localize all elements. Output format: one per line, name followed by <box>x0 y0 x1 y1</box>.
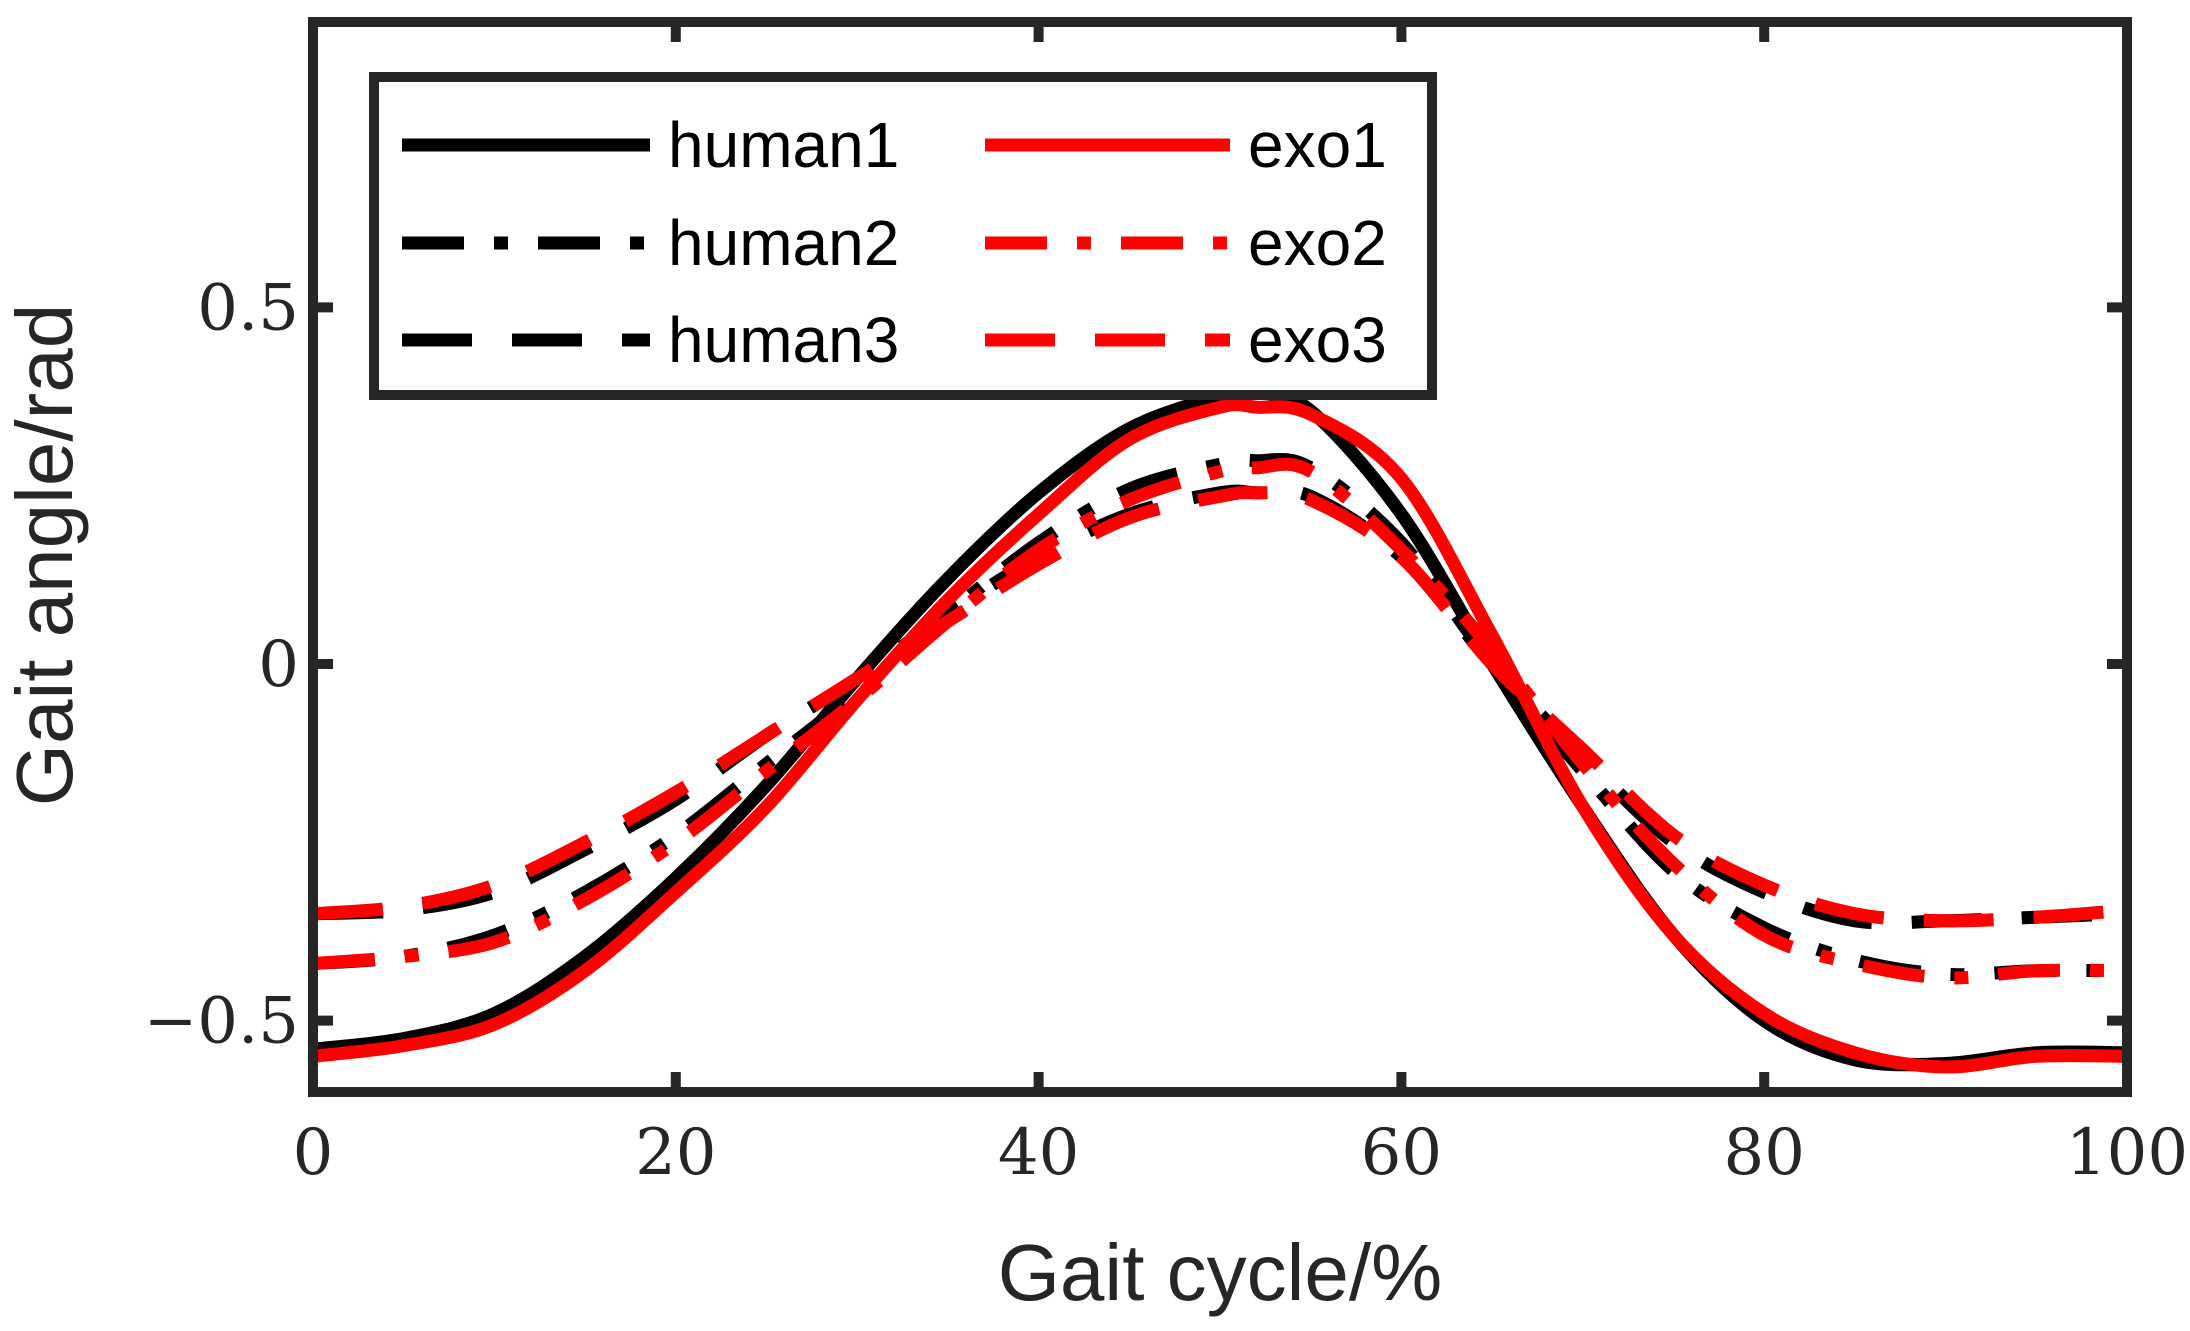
x-tick-label: 20 <box>635 1116 716 1190</box>
y-axis-title: Gait angle/rad <box>0 304 89 807</box>
x-tick-label: 0 <box>293 1116 334 1190</box>
x-tick-label: 60 <box>1361 1116 1442 1190</box>
series-layer <box>312 384 2128 1074</box>
x-tick-label: 40 <box>998 1116 1079 1190</box>
series-line-human3 <box>312 484 2128 930</box>
x-axis-title: Gait cycle/% <box>998 1228 1443 1317</box>
tick-labels: 0 20 40 60 80 100 −0.5 0 0.5 <box>144 271 2188 1190</box>
legend-items: human1 human2 human3 exo1 exo2 exo3 <box>402 109 1387 376</box>
legend-label-human1: human1 <box>668 109 899 181</box>
legend-label-exo2: exo2 <box>1248 207 1387 279</box>
y-tick-label: 0 <box>258 628 299 702</box>
y-tick-label: −0.5 <box>144 985 299 1059</box>
x-tick-label: 80 <box>1723 1116 1804 1190</box>
series-line-exo2 <box>312 457 2128 985</box>
series-line-exo1 <box>312 398 2128 1074</box>
series-line-exo3 <box>312 485 2128 928</box>
y-tick-label: 0.5 <box>197 271 299 345</box>
legend-label-human2: human2 <box>668 207 899 279</box>
plot-frame <box>308 17 2132 1097</box>
legend: human1 human2 human3 exo1 exo2 exo3 <box>369 72 1437 400</box>
legend-label-human3: human3 <box>668 304 899 376</box>
legend-label-exo3: exo3 <box>1248 304 1387 376</box>
x-tick-label: 100 <box>2066 1116 2188 1190</box>
legend-label-exo1: exo1 <box>1248 109 1387 181</box>
